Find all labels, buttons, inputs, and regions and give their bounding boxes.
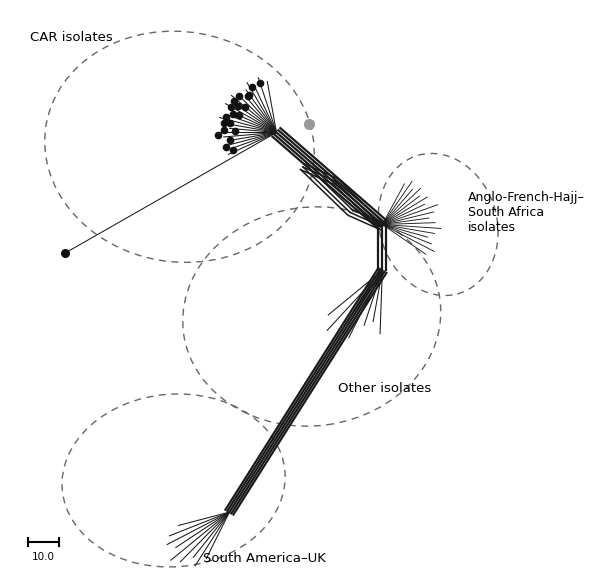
Text: Anglo-French-Hajj–
South Africa
isolates: Anglo-French-Hajj– South Africa isolates xyxy=(467,191,584,234)
Text: South America–UK: South America–UK xyxy=(203,552,326,565)
Text: CAR isolates: CAR isolates xyxy=(29,31,112,44)
Text: Other isolates: Other isolates xyxy=(338,382,431,395)
Text: 10.0: 10.0 xyxy=(32,552,55,562)
